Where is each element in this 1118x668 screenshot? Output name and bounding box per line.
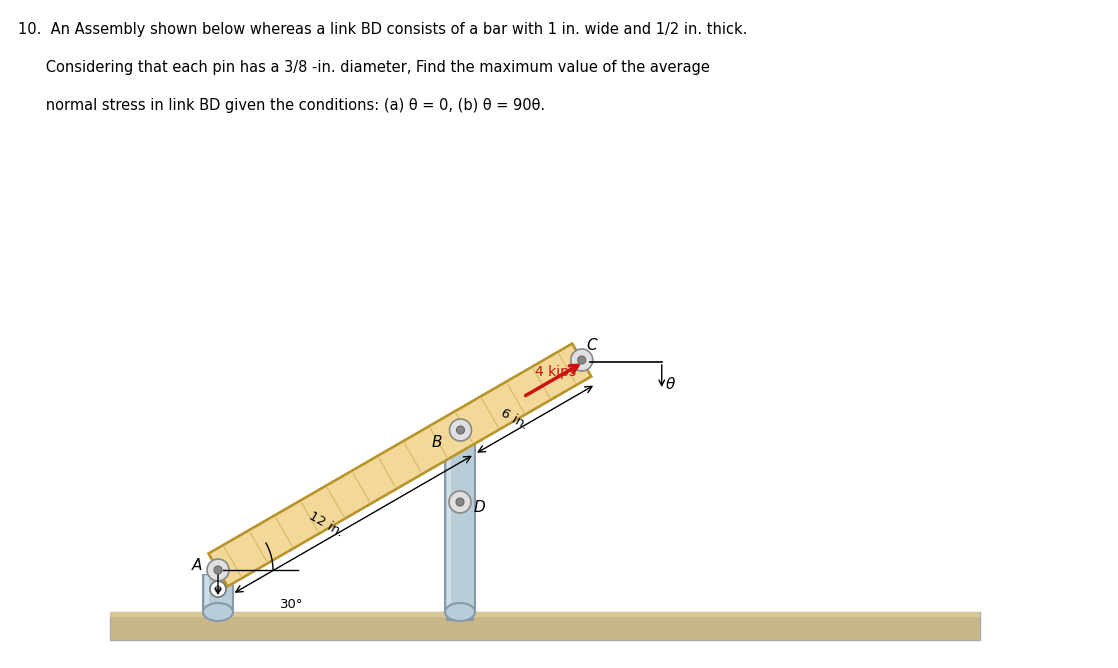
Text: 12 in.: 12 in. [306, 509, 345, 539]
Bar [203, 575, 233, 612]
Circle shape [449, 419, 472, 441]
Bar [205, 575, 209, 612]
Ellipse shape [445, 603, 475, 621]
Text: 4 kips: 4 kips [536, 365, 576, 379]
Text: θ: θ [665, 377, 675, 392]
Text: 30°: 30° [280, 598, 303, 611]
Circle shape [578, 356, 586, 364]
Circle shape [456, 498, 464, 506]
Circle shape [210, 581, 226, 597]
Bar [110, 612, 980, 640]
Bar [445, 435, 475, 612]
Text: Considering that each pin has a 3/8 -in. diameter, Find the maximum value of the: Considering that each pin has a 3/8 -in.… [18, 60, 710, 75]
Circle shape [457, 499, 463, 505]
Text: C: C [587, 338, 597, 353]
Circle shape [215, 586, 221, 592]
Bar [110, 612, 980, 617]
Text: A: A [191, 558, 202, 572]
Circle shape [456, 426, 464, 434]
Polygon shape [208, 343, 591, 587]
Circle shape [570, 349, 593, 371]
Circle shape [207, 559, 229, 581]
Text: B: B [432, 435, 443, 450]
Text: normal stress in link BD given the conditions: (a) θ = 0, (b) θ = 90θ.: normal stress in link BD given the condi… [18, 98, 546, 113]
Text: 6 in.: 6 in. [499, 406, 530, 432]
Ellipse shape [203, 603, 233, 621]
Circle shape [452, 494, 468, 510]
Text: D: D [474, 500, 485, 514]
Polygon shape [447, 425, 474, 620]
Bar [447, 435, 451, 612]
Circle shape [214, 566, 222, 574]
Circle shape [449, 491, 471, 513]
Polygon shape [449, 425, 454, 620]
Text: 10.  An Assembly shown below whereas a link BD consists of a bar with 1 in. wide: 10. An Assembly shown below whereas a li… [18, 22, 747, 37]
